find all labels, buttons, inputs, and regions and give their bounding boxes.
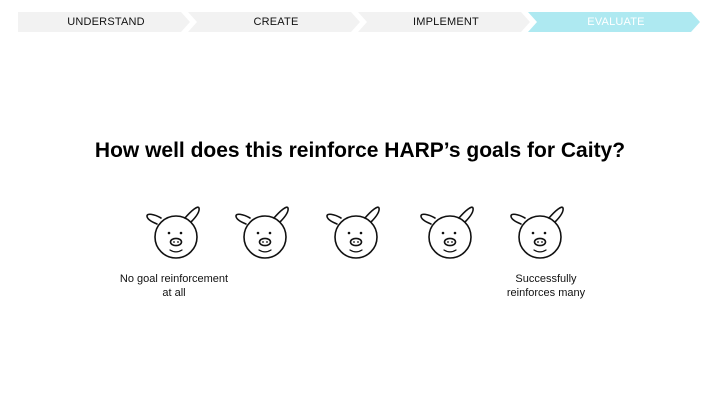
scale-low-label-line: No goal reinforcement: [119, 273, 229, 285]
rating-option-5[interactable]: [509, 204, 569, 260]
question-heading: How well does this reinforce HARP’s goal…: [94, 139, 626, 162]
step-create[interactable]: CREATE: [188, 12, 360, 32]
scale-high-label: Successfully reinforces many: [476, 272, 616, 300]
scale-low-label: No goal reinforcement at all: [104, 272, 244, 300]
rating-option-2[interactable]: [234, 204, 294, 260]
rating-option-3[interactable]: [325, 204, 385, 260]
pig-face-icon: [326, 206, 380, 259]
scale-low-label-line: at all: [162, 287, 186, 299]
step-label: UNDERSTAND: [67, 16, 145, 28]
pig-face-icon: [420, 206, 474, 259]
scale-high-label-line: reinforces many: [506, 287, 586, 299]
pig-face-icon: [146, 206, 200, 259]
rating-option-4[interactable]: [419, 204, 479, 260]
progress-nav: UNDERSTAND CREATE IMPLEMENT EVALUATE: [18, 12, 702, 32]
step-label: IMPLEMENT: [413, 16, 479, 28]
step-evaluate[interactable]: EVALUATE: [528, 12, 700, 32]
rating-option-1[interactable]: [145, 204, 205, 260]
scale-high-label-line: Successfully: [515, 273, 577, 285]
step-implement[interactable]: IMPLEMENT: [358, 12, 530, 32]
step-label: CREATE: [253, 16, 299, 28]
step-label: EVALUATE: [587, 16, 645, 28]
pig-face-icon: [510, 206, 564, 259]
pig-face-icon: [235, 206, 289, 259]
step-understand[interactable]: UNDERSTAND: [18, 12, 190, 32]
